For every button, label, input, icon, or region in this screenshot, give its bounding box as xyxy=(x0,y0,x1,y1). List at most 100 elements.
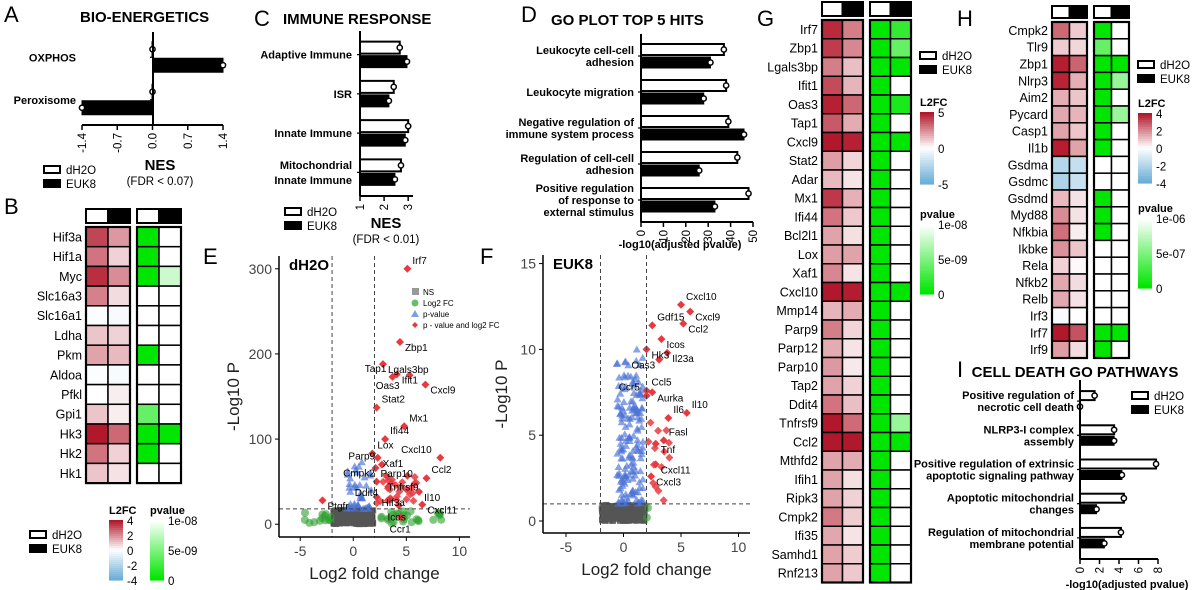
point-label-aurka: Aurka xyxy=(657,393,684,404)
pvalue-cell-H-11-1 xyxy=(1110,206,1130,225)
colorbar-step xyxy=(1138,124,1152,128)
pvalue-cell-G-5-1 xyxy=(889,113,912,134)
point-ns xyxy=(619,504,626,511)
pvalue-cell-H-8-1 xyxy=(1110,155,1130,174)
l2fc-cell-G-7-1 xyxy=(841,150,864,171)
pvalue-cell-G-21-1 xyxy=(889,413,912,434)
x-tick-label-E-2: 5 xyxy=(402,543,410,559)
point-ns xyxy=(610,508,617,515)
chart-title-C: IMMUNE RESPONSE xyxy=(283,11,431,28)
labeled-point-icos xyxy=(394,501,403,510)
l2fc-cell-G-4-1 xyxy=(841,94,864,115)
row-label-G-10: Ifi44 xyxy=(794,210,818,224)
G-legend-label-0: dH2O xyxy=(942,51,972,63)
pvalue-cell-G-17-0 xyxy=(869,338,892,359)
point-ns xyxy=(622,516,629,523)
labeled-point-cxcl10 xyxy=(677,300,685,309)
l2fc-cell-H-14-1 xyxy=(1068,256,1088,275)
point-pvalue xyxy=(637,414,646,422)
y-tick-label-F-1: 5 xyxy=(528,427,536,443)
colorbar-step xyxy=(920,124,934,127)
colorbar-step xyxy=(1138,127,1152,130)
l2fc-cell-G-21-0 xyxy=(821,413,844,434)
G-legend-swatch-0 xyxy=(919,51,937,60)
B-legend-label-1: EUK8 xyxy=(52,544,82,556)
pvalue-cell-B-5-1 xyxy=(158,324,182,346)
colorbar-tick-pvalue-H-1: 5e-07 xyxy=(1156,249,1185,261)
colorbar-tick-l2fc-H-1: 2 xyxy=(1156,127,1162,139)
x-tick-label-E-0: -5 xyxy=(294,543,307,559)
row-label-H-14: Rela xyxy=(1022,259,1048,273)
point-pvalue xyxy=(612,359,621,367)
point-pvalue xyxy=(357,458,366,466)
point-label-cxcl10: Cxcl10 xyxy=(401,445,432,456)
l2fc-cell-B-11-1 xyxy=(107,442,131,465)
row-label-H-1: Tlr9 xyxy=(1026,41,1048,55)
point-pvalue xyxy=(624,371,633,379)
row-label-B-6: Pkm xyxy=(57,349,82,363)
header-dh2o-0 xyxy=(821,1,844,17)
pvalue-cell-H-9-0 xyxy=(1093,172,1113,191)
colorbar-step xyxy=(920,131,934,135)
point-pvalue-and-log2fc xyxy=(654,426,663,435)
x-tick-label-A-4: 1.4 xyxy=(218,132,230,149)
I-legend-label-1: EUK8 xyxy=(1154,405,1184,417)
category-label-I-4: Regulation of mitochondrial xyxy=(928,527,1074,539)
row-label-G-29: Rnf213 xyxy=(778,567,818,581)
colorbar-step xyxy=(920,152,934,156)
colorbar-step xyxy=(920,282,934,286)
point-ns xyxy=(351,520,358,527)
point-label-parp9: Parp9 xyxy=(348,452,375,463)
x-axis-label-E: Log2 fold change xyxy=(309,564,439,583)
row-label-G-14: Cxcl10 xyxy=(780,285,818,299)
labeled-point-ccr1 xyxy=(397,513,406,522)
bar-euk8-2 xyxy=(1079,470,1123,480)
colorbar-step xyxy=(920,247,934,251)
colorbar-tick-l2fc-H-0: 4 xyxy=(1156,109,1163,121)
colorbar-step xyxy=(109,556,123,559)
l2fc-cell-H-10-1 xyxy=(1068,189,1088,208)
l2fc-cell-B-10-1 xyxy=(107,423,131,445)
l2fc-cell-H-12-0 xyxy=(1051,222,1071,242)
colorbar-step xyxy=(1138,229,1152,233)
l2fc-cell-G-7-0 xyxy=(821,150,844,171)
colorbar-step xyxy=(1138,243,1152,247)
y-tick-label-E-0: 0 xyxy=(264,516,272,532)
l2fc-cell-H-5-0 xyxy=(1051,105,1071,124)
point-pvalue xyxy=(621,357,630,365)
point-pvalue xyxy=(627,489,636,497)
colorbar-step xyxy=(109,532,123,535)
point-label-xaf1: Xaf1 xyxy=(383,459,404,470)
colorbar-step xyxy=(920,280,934,283)
heatmap-border-1 xyxy=(135,225,183,485)
point-pvalue xyxy=(630,402,639,410)
colorbar-step xyxy=(109,530,123,533)
colorbar-step xyxy=(1138,246,1152,249)
point-pvalue-and-log2fc xyxy=(659,496,668,505)
point-pvalue xyxy=(625,453,634,461)
legend-icon-ns xyxy=(412,288,419,295)
pvalue-cell-B-8-1 xyxy=(158,383,182,406)
colorbar-tick-l2fc-H-4: -4 xyxy=(1156,179,1167,191)
panel-letter-A: A xyxy=(4,2,19,27)
l2fc-cell-G-19-1 xyxy=(841,375,864,396)
labeled-point-tap1 xyxy=(388,372,397,381)
colorbar-step xyxy=(1138,157,1152,161)
l2fc-cell-G-14-1 xyxy=(841,281,864,302)
row-label-B-2: Myc xyxy=(59,270,82,284)
point-ns xyxy=(361,518,368,525)
point-ns xyxy=(337,519,344,526)
colorbar-step xyxy=(1138,241,1152,245)
pvalue-cell-H-5-1 xyxy=(1110,105,1130,124)
pvalue-cell-H-13-1 xyxy=(1110,239,1130,258)
l2fc-cell-G-9-0 xyxy=(821,188,844,209)
panel-letter-G: G xyxy=(757,6,774,31)
l2fc-cell-H-0-0 xyxy=(1051,21,1071,40)
l2fc-cell-G-9-1 xyxy=(841,188,864,209)
pvalue-cell-G-13-0 xyxy=(869,263,892,284)
row-label-G-5: Tap1 xyxy=(791,117,818,131)
colorbar-step xyxy=(920,224,934,227)
l2fc-cell-G-3-0 xyxy=(821,75,844,96)
colorbar-step xyxy=(1138,164,1152,168)
point-pvalue xyxy=(616,444,625,452)
